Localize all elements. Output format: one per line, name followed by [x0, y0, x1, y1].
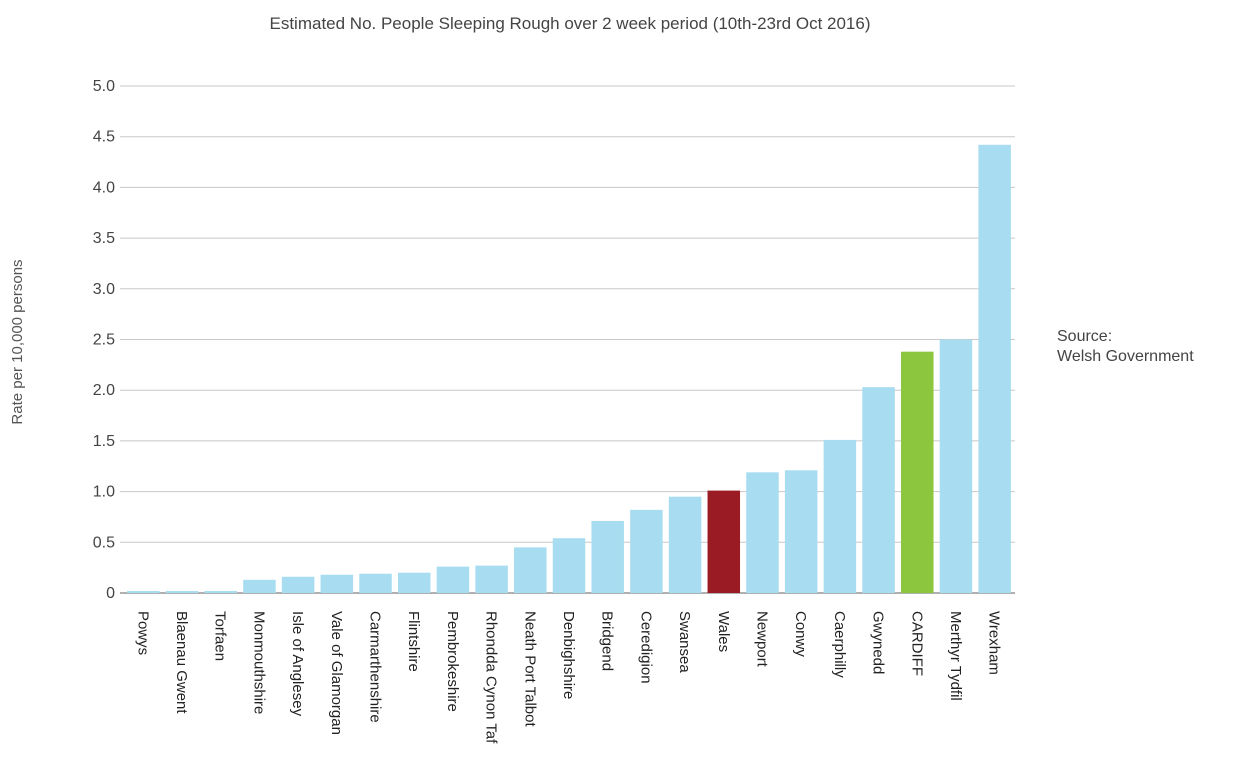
x-tick-label: Flintshire — [405, 611, 422, 672]
x-tick-label: Swansea — [676, 611, 693, 673]
bar-isle-of-anglesey — [281, 576, 315, 593]
x-tick-label: Wrexham — [986, 611, 1003, 675]
bar-gwynedd — [862, 387, 895, 593]
bar-torfaen — [204, 591, 237, 593]
y-tick-label: 0 — [106, 585, 115, 602]
bar-bridgend — [591, 521, 624, 593]
y-tick-label: 4.0 — [93, 179, 115, 196]
y-tick-label: 4.5 — [93, 129, 115, 146]
x-tick-label: Newport — [753, 611, 770, 668]
x-tick-label: Torfaen — [212, 611, 229, 661]
bar-rhondda-cynon-taf — [475, 565, 508, 593]
bar-neath-port-talbot — [514, 547, 547, 593]
bar-merthyr-tydfil — [939, 339, 973, 593]
bar-caerphilly — [823, 439, 857, 593]
x-tick-label: Denbighshire — [560, 611, 577, 699]
y-tick-label: 2.0 — [93, 382, 115, 399]
x-tick-label: Rhondda Cynon Taf — [483, 611, 500, 744]
bar-ceredigion — [630, 509, 663, 593]
x-tick-label: Merthyr Tydfil — [947, 611, 964, 701]
bar-powys — [127, 591, 160, 593]
x-tick-label: Wales — [715, 611, 732, 652]
y-tick-label: 1.0 — [93, 484, 115, 501]
x-tick-label: Powys — [134, 611, 151, 655]
y-tick-label: 5.0 — [93, 78, 115, 95]
bar-wrexham — [978, 144, 1011, 593]
bar-monmouthshire — [243, 579, 276, 593]
x-tick-label: Caerphilly — [831, 611, 848, 678]
x-tick-label: Isle of Anglesey — [289, 611, 306, 717]
y-tick-label: 1.5 — [93, 433, 115, 450]
x-tick-label: Carmarthenshire — [367, 611, 384, 723]
bar-pembrokeshire — [436, 566, 470, 593]
y-tick-label: 3.0 — [93, 281, 115, 298]
x-tick-label: Ceredigion — [637, 611, 654, 684]
bar-blaenau-gwent — [165, 591, 199, 593]
bar-swansea — [668, 496, 702, 593]
x-tick-label: Conwy — [792, 611, 809, 657]
bar-newport — [746, 472, 779, 593]
x-tick-label: Neath Port Talbot — [521, 611, 538, 727]
bar-denbighshire — [552, 538, 586, 593]
y-axis-ticks: 0 0.5 1.0 1.5 2.0 2.5 3.0 3.5 4.0 4.5 5.0 — [93, 78, 115, 602]
source-note: Source: Welsh Government — [1057, 327, 1194, 367]
bar-conwy — [784, 470, 818, 593]
source-note-label: Source: — [1057, 328, 1113, 345]
x-tick-label: Monmouthshire — [250, 611, 267, 714]
bar-vale-of-glamorgan — [320, 574, 354, 593]
bar-carmarthenshire — [359, 573, 392, 593]
x-tick-label: Pembrokeshire — [444, 611, 461, 712]
y-tick-label: 0.5 — [93, 534, 115, 551]
x-tick-label: Blaenau Gwent — [173, 611, 190, 714]
x-tick-label: Bridgend — [599, 611, 616, 671]
bar-cardiff — [901, 351, 934, 593]
x-tick-label: CARDIFF — [908, 611, 925, 676]
bars — [127, 144, 1011, 593]
y-tick-label: 3.5 — [93, 230, 115, 247]
x-tick-label: Gwynedd — [870, 611, 887, 674]
x-tick-label: Vale of Glamorgan — [328, 611, 345, 735]
y-tick-label: 2.5 — [93, 332, 115, 349]
y-axis-title: Rate per 10,000 persons — [9, 259, 26, 424]
bar-wales — [707, 490, 741, 593]
source-note-value: Welsh Government — [1057, 348, 1194, 365]
bar-flintshire — [397, 572, 431, 593]
chart-title: Estimated No. People Sleeping Rough over… — [269, 14, 870, 33]
x-axis-ticks: Powys Blaenau Gwent Torfaen Monmouthshire Is… — [134, 611, 1002, 744]
